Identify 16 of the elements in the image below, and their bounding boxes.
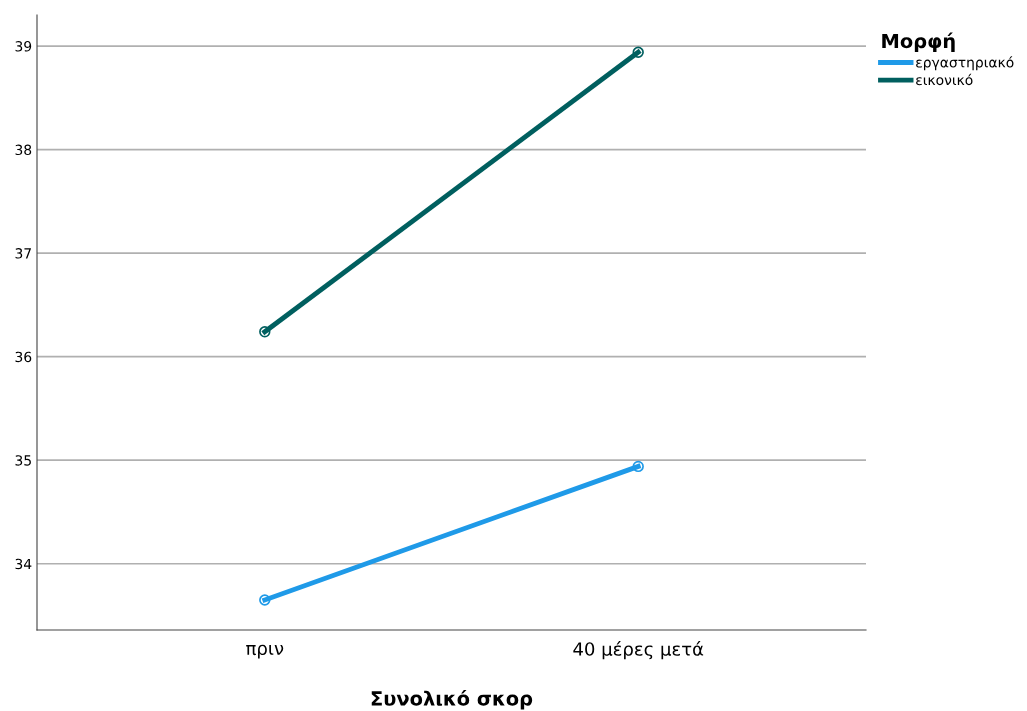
y-tick-label: 34 [15, 558, 32, 570]
x-tick-label: 40 μέρες μετά [573, 641, 704, 660]
point [632, 460, 644, 473]
legend-label: εικονικό [916, 73, 973, 86]
point [632, 46, 644, 58]
x-tick-label: πριν [246, 644, 284, 659]
x-axis-title: Συνολικό σκορ [371, 689, 533, 710]
y-tick-label: 35 [15, 455, 31, 466]
point [259, 326, 271, 338]
y-tick-label: 39 [15, 41, 32, 52]
y-tick-label: 38 [15, 144, 32, 156]
legend-title: Μορφή [882, 32, 955, 53]
y-tick-label: 36 [15, 351, 32, 363]
legend-label: εργαστηριακό [916, 56, 1014, 71]
y-tick-label: 37 [15, 248, 31, 259]
point [259, 594, 271, 606]
